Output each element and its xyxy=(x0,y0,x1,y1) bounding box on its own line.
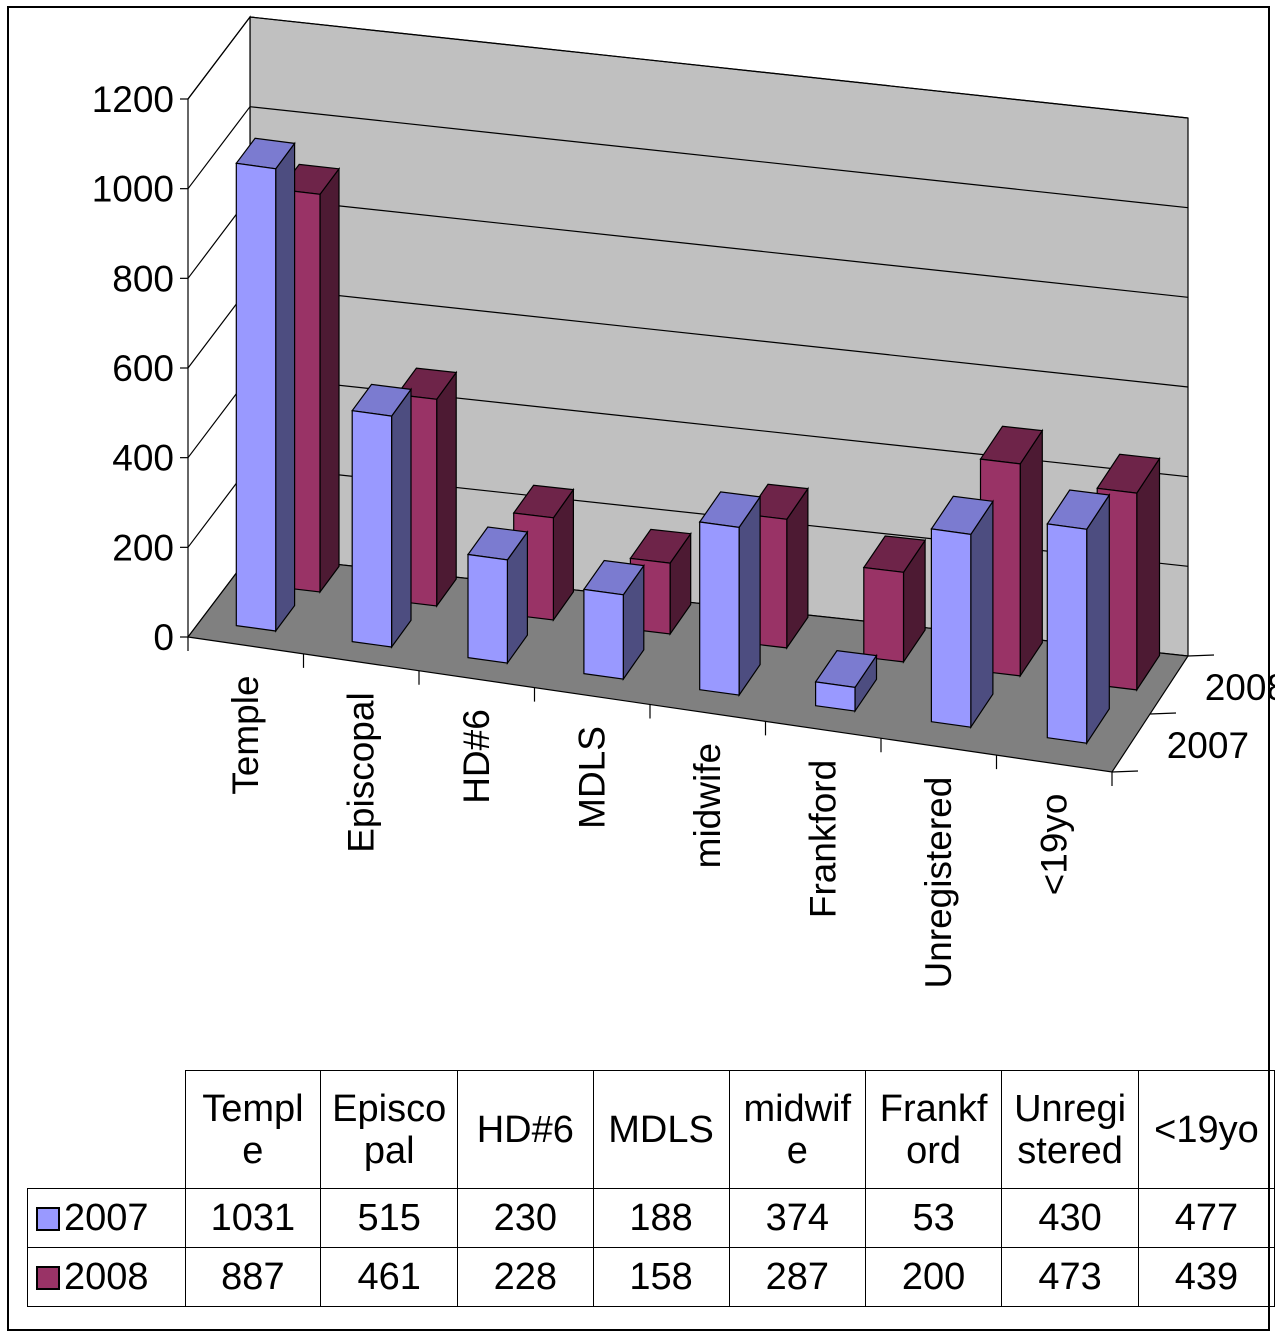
bar-2007-7 xyxy=(1046,523,1088,744)
bar-2007-2 xyxy=(467,553,508,664)
column-header-text: Unregi xyxy=(1014,1087,1127,1130)
bar-2007-4-side xyxy=(738,494,761,698)
bar-2007-3 xyxy=(583,588,624,680)
bar-2008-0-side xyxy=(319,166,340,594)
legend-key xyxy=(36,1207,60,1231)
table-cell: 200 xyxy=(864,1247,1003,1307)
x-tick-label: Frankford xyxy=(802,760,843,918)
bar-2007-7-side xyxy=(1086,492,1110,746)
series-label: 2008 xyxy=(64,1256,149,1298)
series-label: 2007 xyxy=(64,1197,149,1239)
table-cell: 287 xyxy=(728,1247,866,1307)
column-header: HD#6 xyxy=(457,1070,594,1189)
depth-tick xyxy=(1149,712,1177,715)
y-tick-label: 800 xyxy=(112,258,174,299)
table-cell: 53 xyxy=(864,1188,1003,1248)
table-cell: 430 xyxy=(1001,1188,1139,1248)
column-header-text: e xyxy=(786,1129,808,1172)
table-cell: 461 xyxy=(320,1247,459,1307)
table-cell: 439 xyxy=(1137,1247,1275,1307)
column-header-text: e xyxy=(242,1129,264,1172)
table-corner xyxy=(27,1070,186,1189)
column-header: midwif e xyxy=(728,1070,866,1189)
data-table: Templ e Episco pal HD#6 MDLS midwif e Frankf ord U… xyxy=(27,1070,1275,1307)
x-tick-label: Unregistered xyxy=(918,777,959,989)
column-header: MDLS xyxy=(592,1070,730,1189)
depth-tick xyxy=(1111,770,1139,773)
column-header: Frankf ord xyxy=(864,1070,1003,1189)
table-cell: 887 xyxy=(184,1247,322,1307)
y-tick-label: 1000 xyxy=(92,169,174,210)
column-header-text: Templ xyxy=(202,1087,304,1130)
column-header-text: MDLS xyxy=(608,1108,714,1151)
table-cell: 228 xyxy=(457,1247,594,1307)
bar-2007-4 xyxy=(699,521,740,696)
bar-2007-6-side xyxy=(970,499,994,730)
y-tick-label: 400 xyxy=(112,438,174,479)
chart-frame xyxy=(7,6,1270,1331)
table-row: 2007 1031 515 230 188 374 53 430 477 xyxy=(27,1188,1275,1248)
table-cell: 188 xyxy=(592,1188,730,1248)
bar-2008-6-side xyxy=(1019,428,1043,678)
table-header-row: Templ e Episco pal HD#6 MDLS midwif e Frankf ord U… xyxy=(27,1070,1275,1189)
table-cell: 473 xyxy=(1001,1247,1139,1307)
x-tick-label: Temple xyxy=(225,675,266,794)
x-tick-label: <19yo xyxy=(1033,794,1074,896)
bar-2007-6 xyxy=(930,528,972,728)
column-header-text: stered xyxy=(1017,1129,1123,1172)
series-cell-2008: 2008 xyxy=(27,1247,186,1307)
series-cell-2007: 2007 xyxy=(27,1188,186,1248)
bar-2007-0 xyxy=(235,162,277,632)
bar-2007-0-side xyxy=(275,141,296,633)
table-cell: 477 xyxy=(1137,1188,1275,1248)
bar-2007-1-side xyxy=(391,387,412,649)
y-tick-label: 0 xyxy=(153,617,174,658)
table-cell: 158 xyxy=(592,1247,730,1307)
table-cell: 374 xyxy=(728,1188,866,1248)
column-header: Templ e xyxy=(184,1070,322,1189)
y-tick-label: 1200 xyxy=(92,79,174,120)
x-tick-label: Episcopal xyxy=(340,692,381,852)
x-tick-label: MDLS xyxy=(571,726,612,829)
column-header-text: Episco xyxy=(332,1087,447,1130)
table-cell: 515 xyxy=(320,1188,459,1248)
column-header-text: Frankf xyxy=(879,1087,988,1130)
table-cell: 1031 xyxy=(184,1188,322,1248)
table-cell: 230 xyxy=(457,1188,594,1248)
bar-2007-1 xyxy=(351,410,393,648)
bar-2008-7-side xyxy=(1136,456,1161,692)
column-header-text: <19yo xyxy=(1154,1108,1259,1151)
x-tick-label: HD#6 xyxy=(456,709,497,804)
column-header-text: HD#6 xyxy=(476,1108,574,1151)
column-header: Unregi stered xyxy=(1001,1070,1139,1189)
legend-key xyxy=(36,1266,60,1290)
column-header: Episco pal xyxy=(320,1070,459,1189)
series-axis-label: 2007 xyxy=(1167,725,1249,766)
bar-2008-5 xyxy=(863,566,905,663)
gridline xyxy=(187,16,1189,119)
x-tick-label: midwife xyxy=(687,743,728,868)
y-tick-label: 200 xyxy=(112,527,174,568)
column-header: <19yo xyxy=(1137,1070,1275,1189)
bar-2007-5 xyxy=(814,681,856,712)
bar-chart-3d: 0 200 400 600 800 1000 1200 2008 2007 Temple Episc… xyxy=(92,15,1275,989)
series-axis-label: 2008 xyxy=(1205,667,1275,708)
bar-2008-1-side xyxy=(436,370,457,608)
column-header-text: pal xyxy=(363,1129,415,1172)
y-tick-label: 600 xyxy=(112,348,174,389)
table-row: 2008 887 461 228 158 287 200 473 439 xyxy=(27,1247,1275,1307)
column-header-text: ord xyxy=(906,1129,962,1172)
column-header-text: midwif xyxy=(743,1087,852,1130)
depth-tick xyxy=(1187,654,1215,657)
gridline xyxy=(187,106,1189,209)
